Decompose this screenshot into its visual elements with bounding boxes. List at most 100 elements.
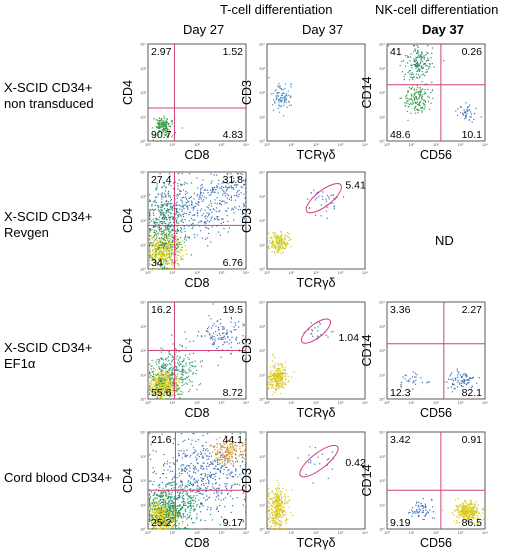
event-dot xyxy=(159,387,161,389)
event-dot xyxy=(277,382,279,384)
event-dot xyxy=(157,383,159,385)
event-dot xyxy=(172,470,174,472)
event-dot xyxy=(177,505,179,507)
event-dot xyxy=(283,97,285,99)
event-dot xyxy=(313,189,315,191)
event-dot xyxy=(411,78,414,80)
event-dot xyxy=(157,205,159,207)
event-dot xyxy=(273,250,276,253)
event-dot xyxy=(173,204,175,206)
event-dot xyxy=(278,245,280,247)
event-dot xyxy=(268,232,270,234)
event-dot xyxy=(411,72,413,74)
event-dot xyxy=(272,355,274,357)
event-dot xyxy=(272,93,274,95)
event-dot xyxy=(158,121,161,123)
event-dot xyxy=(149,389,152,391)
event-dot xyxy=(410,102,412,104)
event-dot xyxy=(150,228,152,230)
event-dot xyxy=(312,330,314,332)
event-dot xyxy=(223,192,225,194)
event-dot xyxy=(173,501,175,503)
event-dot xyxy=(321,195,323,198)
event-dot xyxy=(186,182,188,185)
event-dot xyxy=(152,255,154,257)
event-dot xyxy=(168,512,170,514)
event-dot xyxy=(179,492,181,494)
x-tick-label: 10⁴ xyxy=(482,142,488,147)
event-dot xyxy=(234,322,236,324)
event-dot xyxy=(165,217,168,219)
event-dot xyxy=(200,185,202,187)
event-dot xyxy=(194,449,196,451)
event-dot xyxy=(159,495,161,497)
event-dot xyxy=(149,218,151,220)
event-dot xyxy=(161,242,163,244)
event-dot xyxy=(157,507,159,510)
event-dot xyxy=(417,112,419,114)
event-dot xyxy=(404,105,406,107)
event-dot xyxy=(163,506,165,509)
event-dot xyxy=(152,250,154,252)
event-dot xyxy=(471,377,473,379)
event-dot xyxy=(190,217,193,220)
event-dot xyxy=(159,392,161,394)
event-dot xyxy=(277,240,279,242)
event-dot xyxy=(163,235,165,237)
event-dot xyxy=(222,218,224,220)
event-dot xyxy=(228,187,230,189)
event-dot xyxy=(171,334,173,336)
event-dot xyxy=(166,391,168,393)
event-dot xyxy=(162,473,164,475)
event-dot xyxy=(216,216,218,218)
event-dot xyxy=(414,97,416,99)
event-dot xyxy=(388,45,390,47)
event-dot xyxy=(163,222,165,224)
event-dot xyxy=(169,523,171,525)
event-dot xyxy=(188,515,190,517)
event-dot xyxy=(191,500,193,502)
event-dot xyxy=(180,479,182,481)
event-dot xyxy=(277,91,279,94)
event-dot xyxy=(166,510,168,512)
event-dot xyxy=(160,513,162,515)
event-dot xyxy=(288,232,290,235)
event-dot xyxy=(149,247,151,250)
event-dot xyxy=(238,326,240,328)
event-dot xyxy=(425,64,427,67)
event-dot xyxy=(152,441,154,443)
quadrant-value-ur: 31.8 xyxy=(223,174,244,186)
event-dot xyxy=(152,383,154,385)
event-dot xyxy=(284,369,287,371)
event-dot xyxy=(191,201,193,204)
event-dot xyxy=(166,126,168,128)
event-dot xyxy=(151,257,153,259)
event-dot xyxy=(404,378,406,380)
event-dot xyxy=(286,244,288,246)
event-dot xyxy=(165,246,167,248)
event-dot xyxy=(149,200,151,202)
event-dot xyxy=(162,253,164,255)
event-dot xyxy=(167,502,169,505)
event-dot xyxy=(416,108,419,110)
event-dot xyxy=(209,474,211,476)
event-dot xyxy=(232,465,234,467)
event-dot xyxy=(281,242,283,244)
event-dot xyxy=(149,231,151,233)
event-dot xyxy=(273,374,275,376)
x-tick-label: 10¹ xyxy=(289,400,295,405)
event-dot xyxy=(241,213,244,215)
event-dot xyxy=(152,472,154,474)
event-dot xyxy=(153,242,155,244)
event-dot xyxy=(180,227,182,229)
event-dot xyxy=(164,501,167,503)
event-dot xyxy=(275,95,277,97)
event-dot xyxy=(193,479,195,481)
event-dot xyxy=(154,369,156,371)
event-dot xyxy=(160,232,162,234)
event-dot xyxy=(175,505,177,507)
event-dot xyxy=(469,109,471,111)
event-dot xyxy=(413,45,415,47)
event-dot xyxy=(176,247,178,249)
event-dot xyxy=(169,194,171,197)
